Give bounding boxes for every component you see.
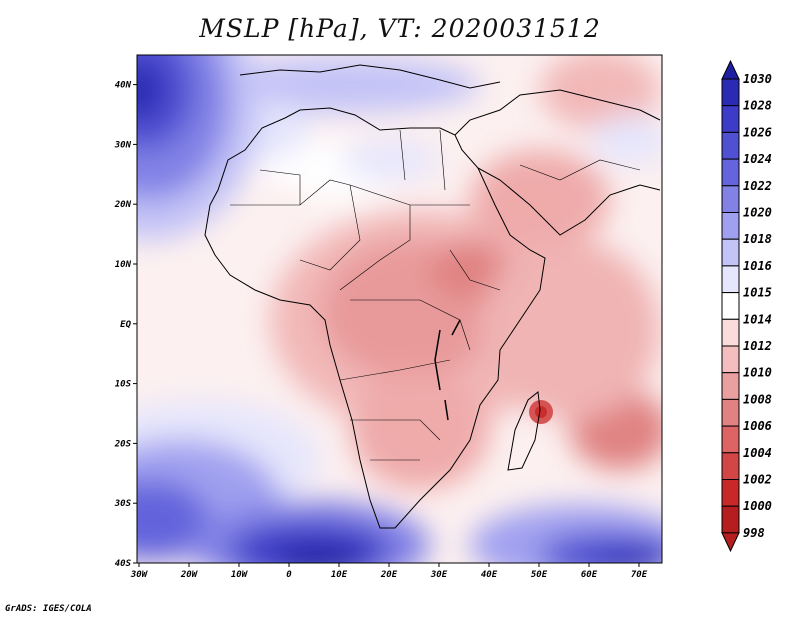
x-tick-label: 30W — [130, 570, 149, 580]
colorbar-swatch — [721, 345, 740, 374]
pressure-field — [136, 54, 663, 564]
y-tick-label: 30S — [114, 499, 132, 509]
colorbar-swatch — [721, 185, 740, 214]
colorbar-swatch — [721, 238, 740, 267]
colorbar-swatch — [721, 318, 740, 347]
colorbar-swatch — [721, 105, 740, 133]
colorbar-label: 1020 — [743, 206, 772, 220]
colorbar-label: 1030 — [743, 72, 772, 86]
y-tick-label: 20S — [114, 439, 132, 449]
colorbar-swatch — [721, 479, 740, 507]
colorbar-label: 1000 — [743, 499, 772, 513]
colorbar-bottom-arrow — [721, 532, 740, 553]
colorbar-label: 1012 — [743, 339, 772, 353]
colorbar-swatch — [721, 212, 740, 240]
x-tick-label: 0 — [286, 570, 292, 580]
y-tick-label: EQ — [120, 320, 131, 330]
colorbar-swatch — [721, 158, 740, 187]
colorbar-label: 1018 — [743, 232, 772, 246]
colorbar-swatch — [721, 131, 740, 160]
grads-credit: GrADS: IGES/COLA — [5, 604, 92, 614]
x-tick-label: 30E — [430, 570, 448, 580]
y-tick-label: 20N — [114, 200, 132, 210]
colorbar-label: 1028 — [743, 99, 772, 113]
great-lakes — [434, 319, 461, 421]
y-axis: 40S 30S 20S 10S EQ 10N 20N 30N 40N — [114, 81, 137, 569]
colorbar-swatch — [721, 372, 740, 400]
y-tick-label: 10S — [115, 380, 132, 390]
colorbar-label: 1008 — [743, 392, 772, 406]
colorbar-label: 1016 — [743, 259, 772, 273]
colorbar-swatch — [721, 452, 740, 480]
plot-frame — [136, 54, 663, 564]
colorbar-swatch — [721, 78, 740, 107]
y-tick-label: 40N — [115, 81, 132, 91]
x-tick-label: 70E — [631, 570, 648, 580]
country-borders — [230, 129, 641, 461]
colorbar-swatch — [721, 292, 740, 320]
y-tick-label: 30N — [114, 140, 132, 150]
colorbar-swatch — [721, 505, 740, 534]
colorbar-label: 1024 — [743, 152, 772, 166]
y-tick-label: 40S — [115, 559, 132, 569]
colorbar: 1030 1028 1026 1024 1022 1020 1018 1016 1015 1014… — [721, 59, 772, 553]
x-tick-label: 50E — [531, 570, 548, 580]
colorbar-label: 1014 — [743, 312, 772, 326]
x-axis: 30W 20W 10W 0 10E 20E 30E 40E 50E 60E 70E — [130, 563, 648, 580]
colorbar-label: 1026 — [743, 125, 772, 139]
colorbar-label: 1002 — [743, 473, 772, 487]
x-tick-label: 60E — [581, 570, 598, 580]
colorbar-label: 1022 — [743, 179, 772, 193]
y-tick-label: 10N — [115, 260, 132, 270]
colorbar-swatch — [721, 398, 740, 427]
colorbar-swatch — [721, 265, 740, 294]
x-tick-label: 10W — [231, 570, 249, 580]
colorbar-label: 1015 — [743, 286, 772, 300]
colorbar-label: 1006 — [743, 419, 772, 433]
x-tick-label: 20E — [380, 570, 398, 580]
colorbar-label: 1004 — [743, 446, 772, 460]
colorbar-label: 998 — [743, 526, 765, 540]
map-title: MSLP [hPa], VT: 2020031512 — [199, 14, 601, 43]
colorbar-top-arrow — [721, 59, 740, 80]
colorbar-label: 1010 — [743, 366, 772, 380]
x-tick-label: 40E — [481, 570, 498, 580]
x-tick-label: 20W — [180, 570, 199, 580]
x-tick-label: 10E — [331, 570, 348, 580]
colorbar-swatch — [721, 425, 740, 454]
coastlines — [204, 64, 661, 529]
